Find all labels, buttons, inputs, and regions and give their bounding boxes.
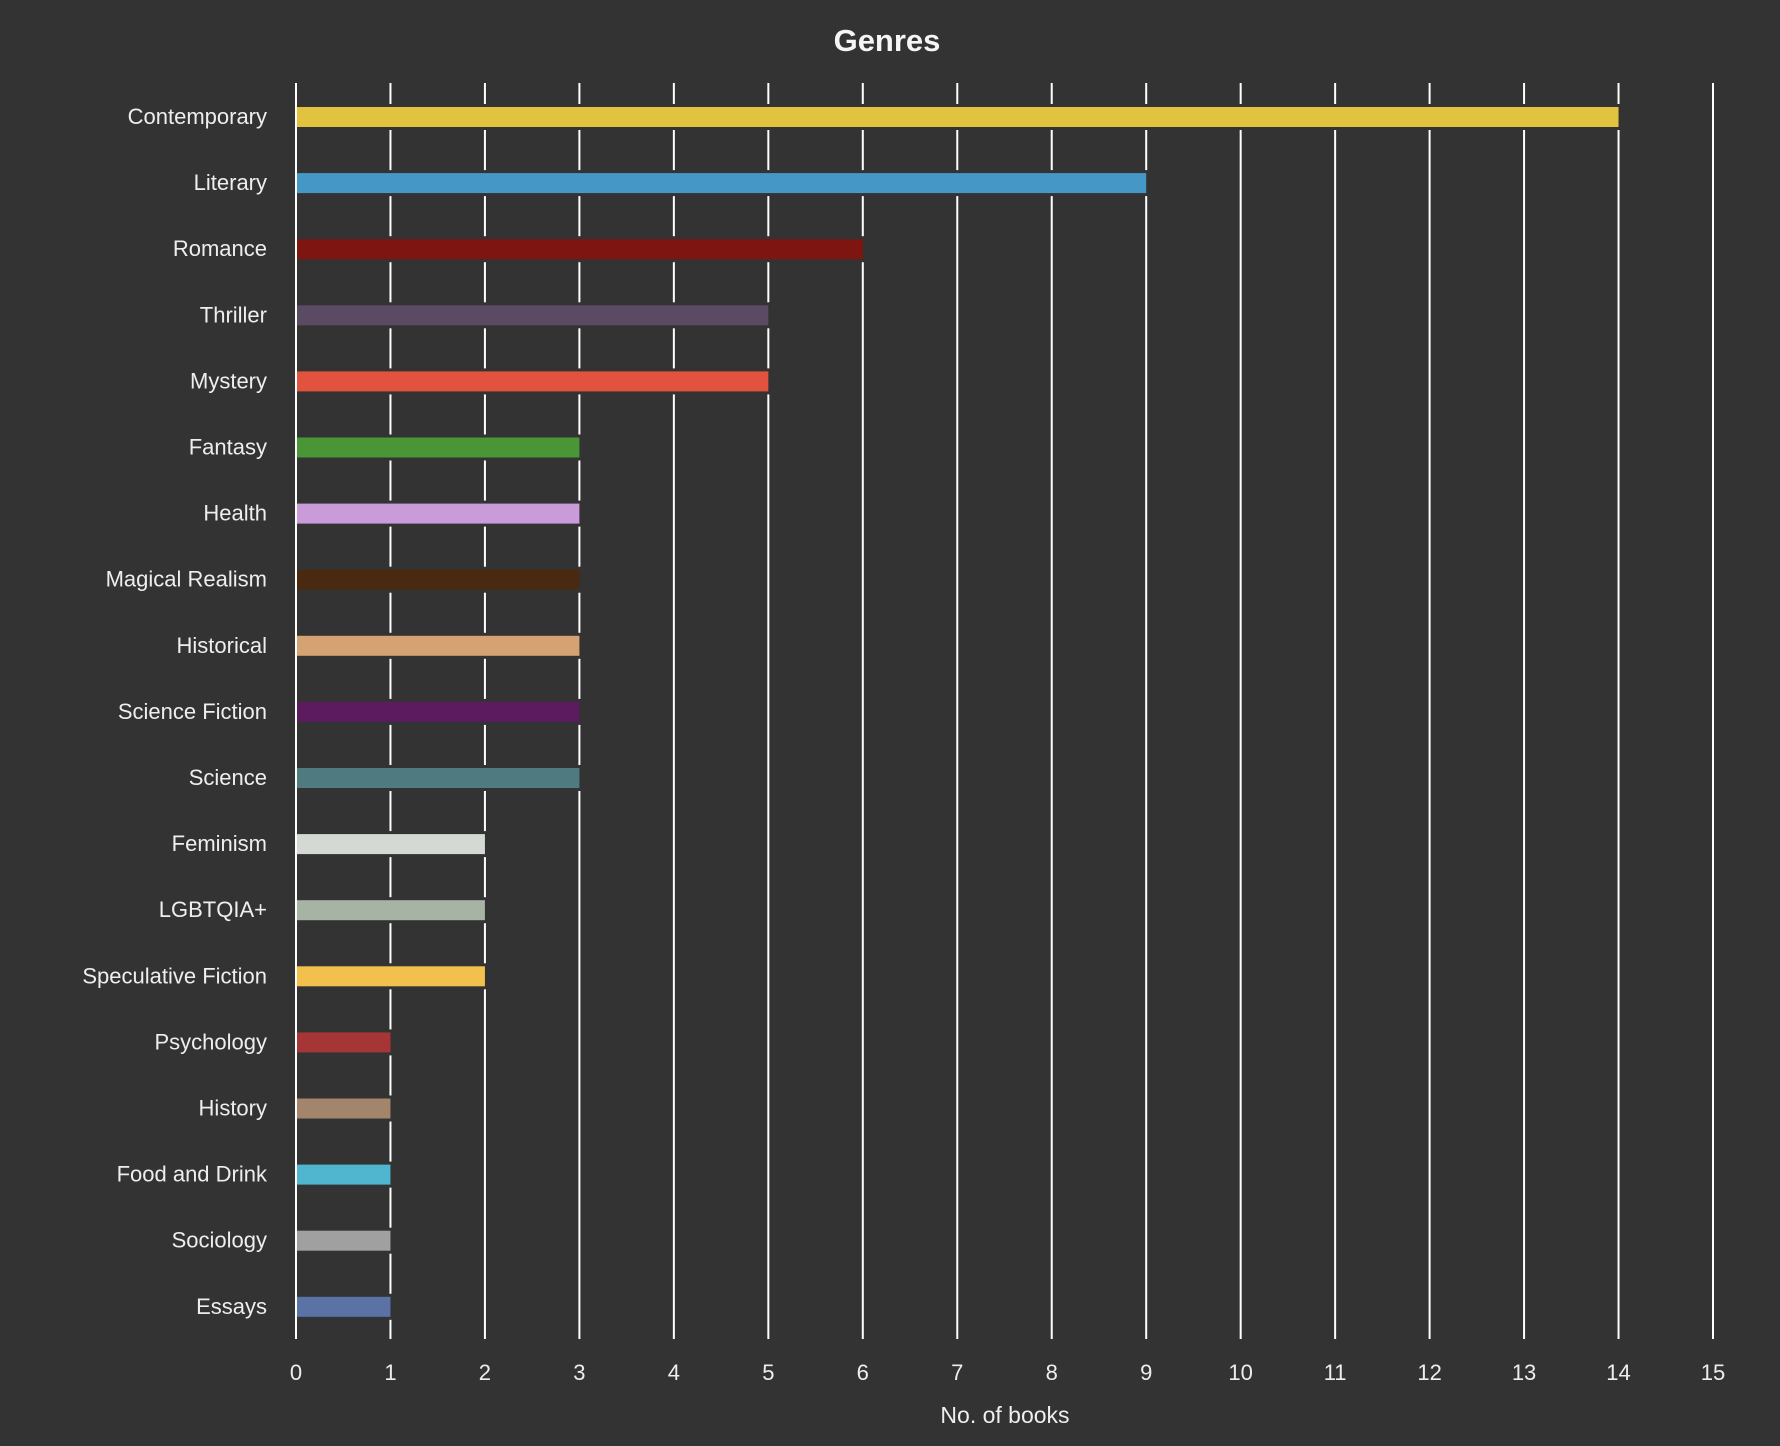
- x-tick-label: 9: [1140, 1360, 1152, 1385]
- category-label: Contemporary: [128, 104, 267, 129]
- category-label: Feminism: [172, 831, 267, 856]
- x-tick-label: 0: [290, 1360, 302, 1385]
- x-tick-label: 10: [1228, 1360, 1252, 1385]
- x-tick-label: 6: [857, 1360, 869, 1385]
- x-tick-label: 13: [1512, 1360, 1536, 1385]
- bar-romance: [296, 239, 863, 260]
- category-label: Essays: [196, 1294, 267, 1319]
- x-tick-label: 5: [762, 1360, 774, 1385]
- bar-science-fiction: [296, 701, 580, 722]
- bar-literary: [296, 173, 1147, 194]
- bar-health: [296, 503, 580, 524]
- bar-food-and-drink: [296, 1164, 391, 1185]
- bar-historical: [296, 635, 580, 656]
- category-label: Speculative Fiction: [82, 963, 267, 988]
- category-label: Romance: [173, 236, 267, 261]
- category-label: Literary: [194, 170, 267, 195]
- category-label: Sociology: [172, 1228, 267, 1253]
- bar-essays: [296, 1296, 391, 1317]
- bars: [295, 83, 1621, 1339]
- bar-science: [296, 768, 580, 788]
- bar-thriller: [296, 305, 769, 326]
- x-tick-label: 15: [1701, 1360, 1725, 1385]
- x-tick-label: 11: [1324, 1360, 1347, 1385]
- bar-history: [296, 1098, 391, 1119]
- category-label: Thriller: [200, 302, 267, 327]
- category-label: Psychology: [154, 1029, 267, 1054]
- category-label: LGBTQIA+: [159, 897, 267, 922]
- bar-mystery: [296, 371, 769, 392]
- category-labels: Contemporary Literary Romance Thriller Myste…: [82, 104, 268, 1319]
- x-tick-labels: 0 1 2 3 4 5 6 7 8 9 10 11 12 13 14 15: [290, 1360, 1725, 1385]
- category-label: Food and Drink: [117, 1162, 268, 1187]
- x-tick-label: 4: [668, 1360, 680, 1385]
- category-label: History: [199, 1096, 267, 1121]
- x-tick-label: 8: [1046, 1360, 1058, 1385]
- category-label: Health: [203, 501, 267, 526]
- chart-title: Genres: [834, 23, 941, 58]
- gridlines: [295, 83, 1714, 1339]
- bar-psychology: [296, 1032, 391, 1053]
- category-label: Magical Realism: [106, 567, 267, 592]
- x-tick-label: 2: [479, 1360, 491, 1385]
- x-tick-label: 3: [573, 1360, 585, 1385]
- category-label: Science: [189, 765, 267, 790]
- x-axis-label: No. of books: [940, 1402, 1069, 1428]
- x-tick-label: 1: [384, 1360, 396, 1385]
- bar-magical-realism: [296, 569, 580, 590]
- x-tick-label: 14: [1606, 1360, 1630, 1385]
- category-label: Mystery: [190, 368, 267, 393]
- bar-fantasy: [296, 437, 580, 458]
- bar-feminism: [296, 834, 485, 855]
- category-label: Historical: [177, 633, 267, 658]
- bar-sociology: [296, 1230, 391, 1251]
- x-tick-label: 12: [1417, 1360, 1441, 1385]
- bar-lgbtqia-: [296, 900, 485, 921]
- bar-speculative-fiction: [296, 966, 485, 987]
- category-label: Science Fiction: [118, 699, 267, 724]
- x-tick-label: 7: [951, 1360, 963, 1385]
- bar-contemporary: [296, 107, 1619, 127]
- category-label: Fantasy: [189, 435, 267, 460]
